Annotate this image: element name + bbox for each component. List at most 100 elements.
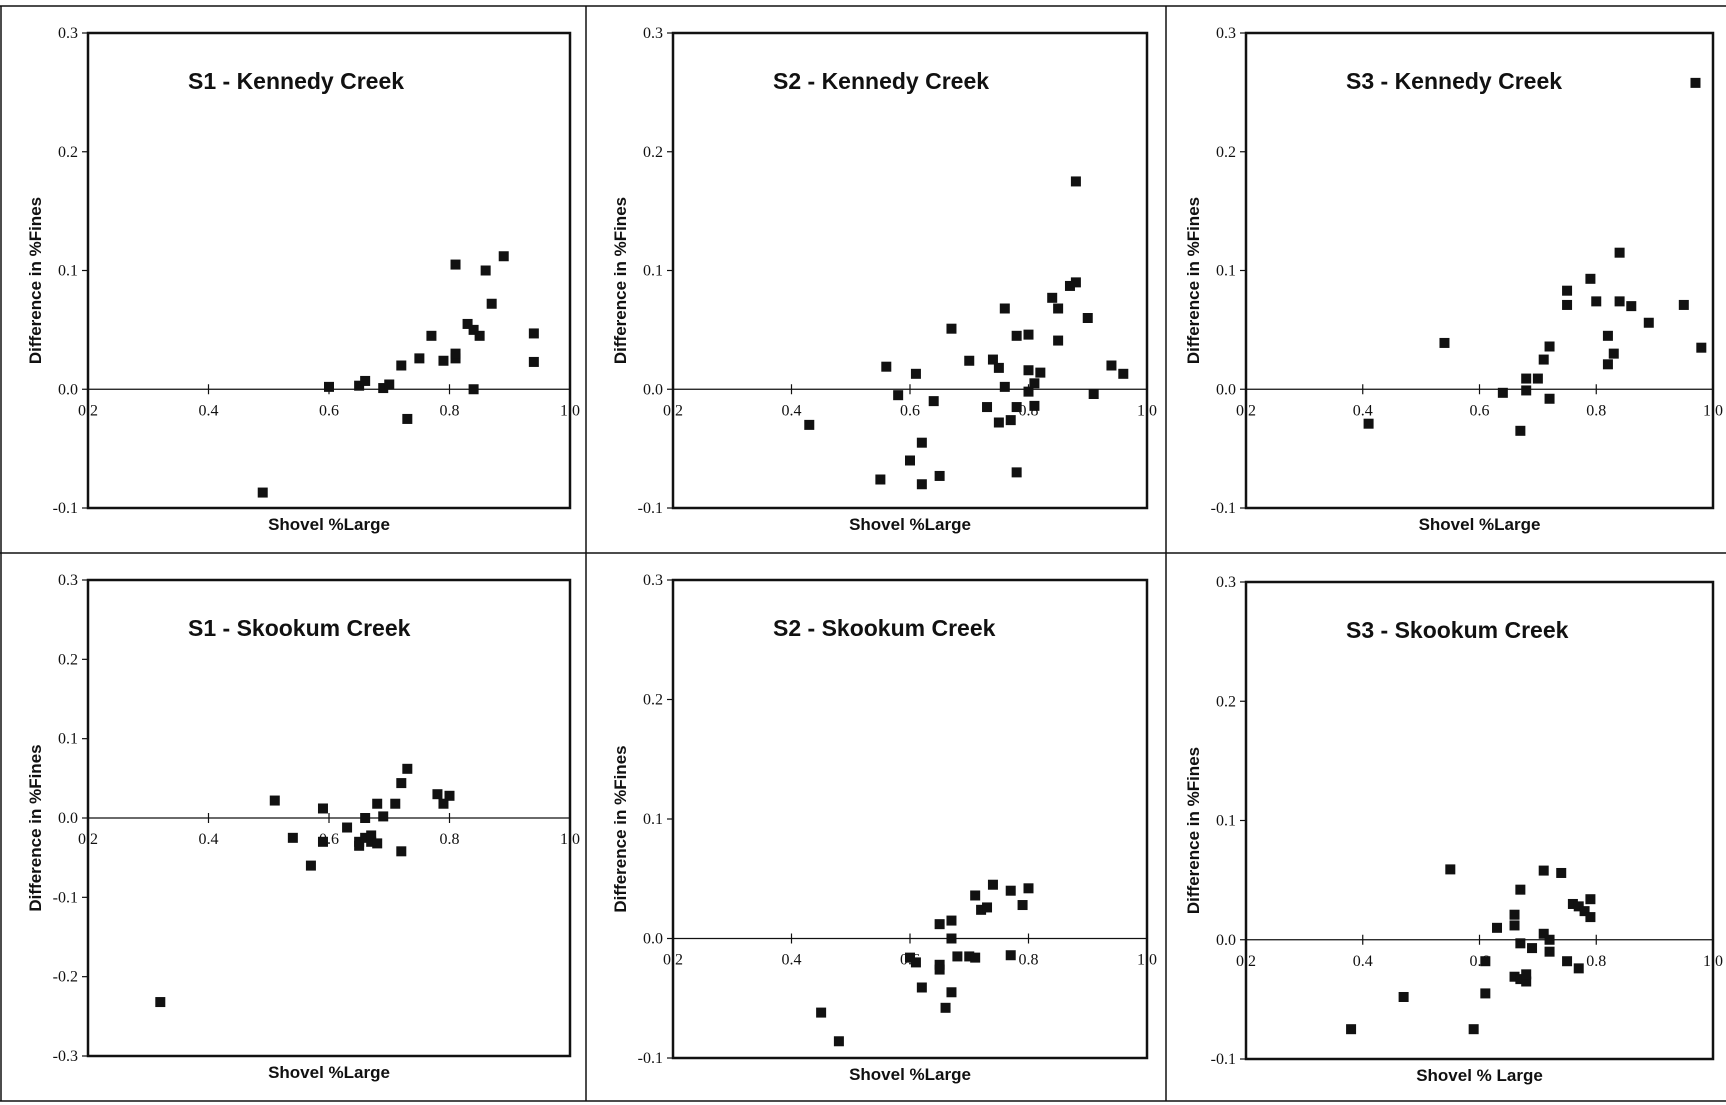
data-point	[999, 303, 1010, 314]
y-tick-label: 0.0	[643, 381, 663, 398]
data-point	[1497, 387, 1508, 398]
y-tick-label: 0.1	[58, 263, 78, 280]
data-point	[964, 355, 975, 366]
x-tick-label: 0.4	[782, 952, 802, 969]
data-point	[1011, 330, 1022, 341]
data-point	[1643, 317, 1654, 328]
data-point	[1562, 956, 1573, 967]
data-point	[1053, 303, 1064, 314]
data-point	[155, 997, 166, 1008]
y-tick-label: 0.2	[643, 692, 663, 709]
data-point	[1023, 386, 1034, 397]
chart-title: S2 - Kennedy Creek	[773, 68, 989, 94]
data-point	[360, 375, 371, 386]
data-point	[987, 879, 998, 890]
data-point	[1011, 467, 1022, 478]
y-tick-label: 0.1	[643, 263, 663, 280]
y-tick-label: -0.1	[53, 889, 78, 906]
data-point	[1521, 976, 1532, 987]
x-tick-label: 1.0	[1703, 953, 1723, 970]
y-tick-label: 0.3	[643, 572, 663, 589]
data-point	[528, 356, 539, 367]
data-point	[946, 987, 957, 998]
data-point	[1106, 360, 1117, 371]
data-point	[1011, 402, 1022, 413]
data-point	[1509, 920, 1520, 931]
data-point	[964, 951, 975, 962]
x-tick-label: 0.4	[199, 831, 219, 848]
data-point	[1439, 337, 1450, 348]
y-axis-label: Difference in %Fines	[611, 197, 630, 364]
y-tick-label: 0.1	[1216, 263, 1236, 280]
data-point	[498, 251, 509, 262]
data-point	[450, 348, 461, 359]
data-point	[934, 964, 945, 975]
data-point	[354, 840, 365, 851]
x-axis-label: Shovel % Large	[1416, 1066, 1543, 1085]
chart-title: S3 - Kennedy Creek	[1346, 68, 1562, 94]
data-point	[881, 361, 892, 372]
data-point	[360, 832, 371, 843]
data-point	[1585, 273, 1596, 284]
data-point	[1614, 296, 1625, 307]
data-point	[1047, 292, 1058, 303]
data-point	[993, 417, 1004, 428]
x-axis-label: Shovel %Large	[268, 515, 390, 534]
data-point	[342, 822, 353, 833]
data-point	[1585, 894, 1596, 905]
data-point	[378, 811, 389, 822]
x-tick-label: 1.0	[1137, 952, 1157, 969]
plot-area	[1244, 580, 1715, 1061]
x-tick-label: 0.4	[1353, 953, 1373, 970]
x-tick-label: 0.2	[78, 831, 98, 848]
data-point	[1017, 900, 1028, 911]
plot-area	[671, 578, 1149, 1060]
chart-5: 0.20.40.60.81.0-0.10.00.10.20.3S2 - Skoo…	[611, 572, 1157, 1084]
data-point	[1544, 341, 1555, 352]
y-tick-label: 0.2	[643, 144, 663, 161]
data-point	[1573, 963, 1584, 974]
data-point	[1614, 247, 1625, 258]
data-point	[1005, 885, 1016, 896]
data-point	[390, 798, 401, 809]
data-point	[1585, 912, 1596, 923]
y-tick-label: 0.3	[58, 25, 78, 42]
data-point	[1398, 991, 1409, 1002]
data-point	[1538, 865, 1549, 876]
data-point	[1521, 385, 1532, 396]
y-tick-label: 0.0	[1216, 381, 1236, 398]
data-point	[946, 915, 957, 926]
data-point	[987, 354, 998, 365]
y-tick-label: -0.1	[638, 1050, 663, 1067]
x-tick-label: 0.8	[1586, 953, 1606, 970]
data-point	[402, 413, 413, 424]
data-point	[916, 437, 927, 448]
data-point	[1538, 354, 1549, 365]
data-point	[317, 836, 328, 847]
data-point	[1445, 864, 1456, 875]
data-point	[1591, 296, 1602, 307]
data-point	[1005, 415, 1016, 426]
data-point	[1521, 969, 1532, 980]
data-point	[1070, 176, 1081, 187]
data-point	[1573, 901, 1584, 912]
x-tick-label: 0.8	[440, 402, 460, 419]
chart-title: S2 - Skookum Creek	[773, 615, 996, 641]
data-point	[468, 324, 479, 335]
data-point	[982, 902, 993, 913]
data-point	[1363, 418, 1374, 429]
chart-1: 0.2 0.4 0.6 0.8 1.0 -0.1 0.0 0.1 0.2 0.3 S1 - Kenn…	[26, 25, 580, 534]
x-axis-label: Shovel %Large	[268, 1063, 390, 1082]
data-point	[1005, 950, 1016, 961]
data-point	[402, 763, 413, 774]
data-point	[940, 1002, 951, 1013]
plot-area	[1244, 31, 1715, 510]
data-point	[324, 381, 334, 392]
data-point	[946, 933, 957, 944]
data-point	[1696, 342, 1707, 353]
x-tick-label: 0.8	[1586, 402, 1606, 419]
x-axis-label: Shovel %Large	[1419, 515, 1541, 534]
data-point	[1023, 365, 1034, 376]
x-tick-label: 0.2	[1236, 953, 1256, 970]
data-point	[970, 952, 981, 963]
